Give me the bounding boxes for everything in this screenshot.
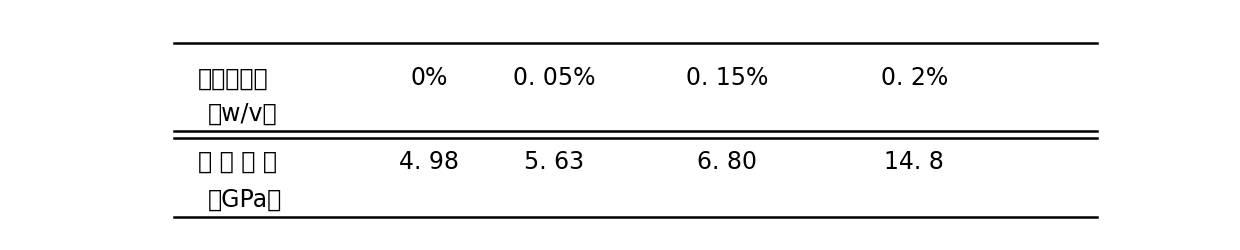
Text: 4. 98: 4. 98: [399, 149, 459, 173]
Text: （w/v）: （w/v）: [208, 102, 278, 126]
Text: 0. 05%: 0. 05%: [512, 66, 595, 90]
Text: 5. 63: 5. 63: [523, 149, 584, 173]
Text: 0. 2%: 0. 2%: [880, 66, 947, 90]
Text: 14. 8: 14. 8: [884, 149, 944, 173]
Text: 0%: 0%: [410, 66, 448, 90]
Text: 6. 80: 6. 80: [697, 149, 756, 173]
Text: （GPa）: （GPa）: [208, 188, 283, 211]
Text: 杨 氏 模 量: 杨 氏 模 量: [198, 149, 278, 173]
Text: 琼脂添加量: 琼脂添加量: [198, 66, 269, 90]
Text: 0. 15%: 0. 15%: [686, 66, 768, 90]
